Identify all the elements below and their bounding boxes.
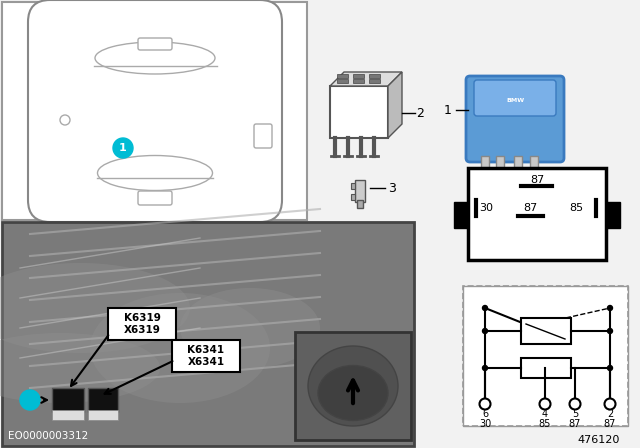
FancyBboxPatch shape (351, 183, 355, 189)
Circle shape (570, 399, 580, 409)
FancyBboxPatch shape (108, 308, 176, 340)
Circle shape (20, 390, 40, 410)
FancyBboxPatch shape (88, 388, 118, 412)
FancyBboxPatch shape (468, 168, 606, 260)
Text: 1: 1 (26, 395, 34, 405)
Circle shape (113, 138, 133, 158)
FancyBboxPatch shape (463, 286, 628, 426)
FancyBboxPatch shape (52, 388, 84, 412)
Text: EO0000003312: EO0000003312 (8, 431, 88, 441)
Text: 2: 2 (607, 409, 613, 419)
FancyBboxPatch shape (2, 2, 307, 220)
Circle shape (540, 399, 550, 409)
FancyBboxPatch shape (2, 222, 414, 446)
Text: 85: 85 (539, 419, 551, 429)
Text: 4: 4 (542, 409, 548, 419)
Circle shape (605, 399, 616, 409)
FancyBboxPatch shape (454, 202, 468, 228)
FancyBboxPatch shape (295, 332, 411, 440)
Text: X6341: X6341 (188, 357, 225, 367)
Ellipse shape (90, 293, 270, 403)
FancyBboxPatch shape (530, 156, 538, 176)
Circle shape (483, 328, 488, 333)
Text: 87: 87 (530, 175, 544, 185)
FancyBboxPatch shape (514, 156, 522, 176)
FancyBboxPatch shape (330, 86, 388, 138)
FancyBboxPatch shape (337, 79, 348, 83)
FancyBboxPatch shape (172, 340, 240, 372)
Polygon shape (388, 72, 402, 138)
Text: 87: 87 (523, 203, 537, 213)
FancyBboxPatch shape (254, 124, 272, 148)
FancyBboxPatch shape (138, 191, 172, 205)
FancyBboxPatch shape (521, 318, 571, 344)
FancyBboxPatch shape (353, 79, 364, 83)
Ellipse shape (308, 346, 398, 426)
Text: 2: 2 (416, 107, 424, 120)
Text: 30: 30 (479, 203, 493, 213)
FancyBboxPatch shape (353, 74, 364, 78)
FancyBboxPatch shape (138, 38, 172, 50)
FancyBboxPatch shape (496, 156, 504, 176)
FancyBboxPatch shape (481, 156, 489, 176)
Ellipse shape (0, 333, 160, 403)
Circle shape (483, 306, 488, 310)
Text: 6: 6 (482, 409, 488, 419)
Circle shape (607, 366, 612, 370)
Circle shape (479, 399, 490, 409)
FancyBboxPatch shape (369, 79, 380, 83)
Text: X6319: X6319 (124, 325, 161, 335)
Text: 3: 3 (388, 181, 396, 194)
FancyBboxPatch shape (351, 194, 355, 200)
FancyBboxPatch shape (88, 410, 118, 420)
Text: 1: 1 (444, 103, 452, 116)
Polygon shape (330, 72, 402, 86)
Text: K6341: K6341 (188, 345, 225, 355)
Ellipse shape (0, 263, 190, 353)
Ellipse shape (95, 42, 215, 74)
FancyBboxPatch shape (521, 358, 571, 378)
Text: 476120: 476120 (578, 435, 620, 445)
FancyBboxPatch shape (369, 74, 380, 78)
FancyBboxPatch shape (52, 410, 84, 420)
Text: 1: 1 (119, 143, 127, 153)
Text: K6319: K6319 (124, 313, 161, 323)
FancyBboxPatch shape (28, 0, 282, 222)
Text: 30: 30 (479, 419, 491, 429)
Circle shape (483, 366, 488, 370)
Circle shape (607, 306, 612, 310)
Ellipse shape (180, 288, 320, 368)
FancyBboxPatch shape (357, 200, 363, 208)
Text: 85: 85 (569, 203, 583, 213)
FancyBboxPatch shape (355, 180, 365, 202)
Ellipse shape (97, 155, 212, 190)
Text: BMW: BMW (506, 98, 524, 103)
Circle shape (607, 328, 612, 333)
FancyBboxPatch shape (466, 76, 564, 162)
Text: 5: 5 (572, 409, 578, 419)
FancyBboxPatch shape (337, 74, 348, 78)
FancyBboxPatch shape (606, 202, 620, 228)
Ellipse shape (318, 366, 388, 421)
Text: 87: 87 (569, 419, 581, 429)
FancyBboxPatch shape (474, 80, 556, 116)
Text: 87: 87 (604, 419, 616, 429)
Circle shape (60, 115, 70, 125)
